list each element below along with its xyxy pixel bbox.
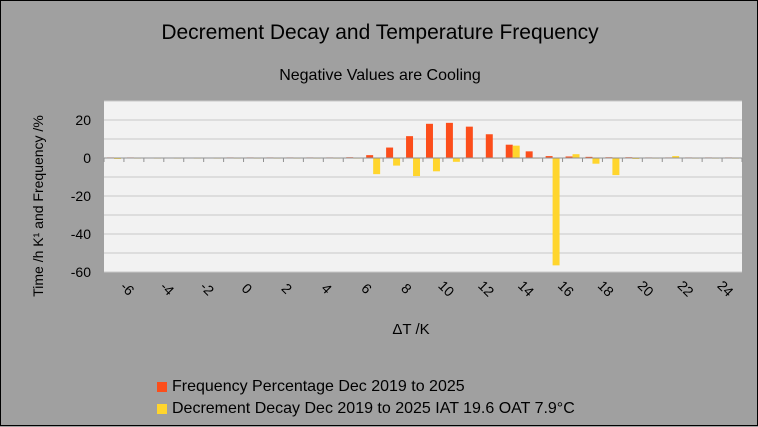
bar-frequency [485, 134, 493, 158]
bar-decrement-decay [413, 158, 421, 177]
chart-subtitle: Negative Values are Cooling [279, 67, 481, 84]
bar-decrement-decay [432, 158, 440, 172]
bar-frequency [585, 156, 593, 158]
legend-label-frequency: Frequency Percentage Dec 2019 to 2025 [172, 378, 465, 395]
y-tick-label: -40 [71, 226, 91, 242]
x-tick-label: 18 [595, 277, 617, 299]
bar-decrement-decay [512, 145, 520, 158]
x-tick-label: 12 [475, 277, 497, 299]
legend-swatch-decrement-decay [157, 404, 167, 414]
legend-swatch-frequency [157, 382, 167, 392]
bar-frequency [445, 122, 453, 158]
bar-decrement-decay [592, 158, 600, 164]
x-tick-label: -2 [197, 278, 217, 298]
plot-area [104, 101, 742, 272]
legend-item-decrement-decay: Decrement Decay Dec 2019 to 2025 IAT 19.… [157, 398, 575, 420]
x-tick-label: 0 [239, 280, 256, 297]
chart-legend: Frequency Percentage Dec 2019 to 2025 De… [157, 376, 575, 420]
bar-frequency [406, 136, 414, 158]
bar-decrement-decay [393, 158, 401, 166]
x-tick-label: 8 [398, 280, 415, 297]
x-tick-label: -4 [157, 278, 177, 298]
y-tick-label: 20 [75, 112, 91, 128]
bar-frequency [525, 151, 533, 158]
x-tick-label: 10 [435, 277, 457, 299]
x-tick-label: 24 [714, 277, 736, 299]
x-tick-label: 4 [318, 280, 335, 297]
bar-frequency [366, 155, 374, 158]
bar-decrement-decay [552, 158, 560, 266]
x-tick-label: 14 [515, 277, 537, 299]
x-tick-label: 16 [555, 277, 577, 299]
legend-label-decrement-decay: Decrement Decay Dec 2019 to 2025 IAT 19.… [172, 400, 575, 417]
bar-decrement-decay [373, 158, 381, 175]
y-tick-label: -20 [71, 188, 91, 204]
x-tick-label: 2 [279, 280, 296, 297]
bar-frequency [425, 123, 433, 158]
y-tick-label: -60 [71, 264, 91, 280]
bar-decrement-decay [612, 158, 620, 176]
bar-frequency [505, 144, 513, 158]
x-axis-label: ΔT /K [392, 321, 430, 338]
x-tick-label: -6 [117, 278, 137, 298]
bar-frequency [386, 147, 394, 158]
x-tick-label: 22 [675, 277, 697, 299]
y-tick-label: 0 [83, 150, 91, 166]
chart-title: Decrement Decay and Temperature Frequenc… [161, 21, 599, 44]
bar-decrement-decay [672, 156, 680, 158]
bar-decrement-decay [452, 158, 460, 162]
bar-decrement-decay [572, 154, 580, 158]
bar-frequency [465, 126, 473, 158]
legend-item-frequency: Frequency Percentage Dec 2019 to 2025 [157, 376, 575, 398]
bar-frequency [545, 156, 553, 158]
bar-frequency [565, 156, 573, 158]
x-tick-label: 6 [358, 280, 375, 297]
x-tick-label: 20 [635, 277, 657, 299]
